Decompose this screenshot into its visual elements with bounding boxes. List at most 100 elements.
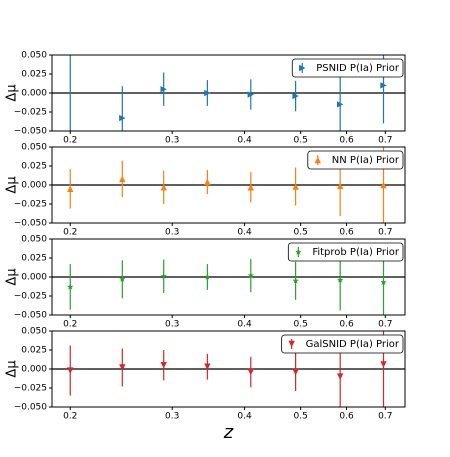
y-tick-label: 0.050 bbox=[21, 143, 47, 153]
x-tick-label: 0.2 bbox=[63, 228, 77, 238]
legend-box bbox=[287, 242, 404, 262]
marker bbox=[336, 182, 344, 189]
marker bbox=[380, 361, 387, 368]
marker bbox=[337, 276, 344, 283]
y-tick-label: 0.000 bbox=[21, 273, 47, 283]
marker bbox=[160, 273, 167, 279]
y-tick-label: −0.050 bbox=[14, 403, 48, 413]
x-tick-label: 0.6 bbox=[339, 412, 354, 422]
axes-frame bbox=[51, 54, 406, 132]
x-tick-label: 0.2 bbox=[63, 320, 77, 330]
y-tick-label: 0.050 bbox=[21, 51, 47, 61]
marker bbox=[119, 175, 126, 183]
legend: Fitprob P(Ia) Prior bbox=[287, 242, 404, 262]
plot-area bbox=[52, 147, 405, 223]
legend: PSNID P(Ia) Prior bbox=[291, 58, 404, 78]
legend-label: Fitprob P(Ia) Prior bbox=[312, 247, 400, 258]
marker bbox=[204, 89, 211, 97]
legend-marker bbox=[299, 64, 306, 72]
marker bbox=[67, 367, 74, 374]
legend-label: NN P(Ia) Prior bbox=[332, 155, 400, 166]
y-tick-label: −0.025 bbox=[14, 108, 47, 118]
y-tick-label: 0.000 bbox=[21, 365, 47, 375]
marker bbox=[67, 185, 74, 192]
y-tick-label: 0.050 bbox=[21, 235, 47, 245]
y-tick-label: −0.050 bbox=[14, 219, 48, 229]
y-tick-label: 0.025 bbox=[21, 162, 47, 172]
marker bbox=[119, 276, 126, 282]
plot-area bbox=[52, 331, 405, 407]
marker bbox=[292, 92, 299, 100]
marker bbox=[247, 91, 254, 98]
marker bbox=[380, 181, 387, 189]
marker bbox=[160, 184, 167, 191]
marker bbox=[160, 86, 167, 93]
legend-box bbox=[281, 334, 404, 354]
marker bbox=[160, 362, 167, 369]
plot-area bbox=[52, 244, 405, 315]
legend-marker bbox=[295, 248, 302, 255]
x-axis-label: z bbox=[223, 422, 234, 443]
marker bbox=[119, 114, 126, 122]
legend-label: GalSNID P(Ia) Prior bbox=[306, 339, 400, 350]
x-tick-label: 0.7 bbox=[378, 136, 392, 146]
axes-frame bbox=[51, 146, 406, 224]
legend-label: PSNID P(Ia) Prior bbox=[316, 63, 400, 74]
y-tick-label: −0.025 bbox=[14, 384, 47, 394]
x-tick-label: 0.2 bbox=[63, 136, 77, 146]
y-tick-label: 0.050 bbox=[21, 327, 47, 337]
x-tick-label: 0.5 bbox=[294, 136, 308, 146]
y-tick-label: −0.050 bbox=[14, 311, 48, 321]
x-tick-label: 0.3 bbox=[165, 412, 179, 422]
x-tick-label: 0.7 bbox=[378, 412, 392, 422]
marker bbox=[380, 82, 387, 89]
legend-marker bbox=[314, 156, 321, 164]
x-tick-label: 0.3 bbox=[165, 320, 179, 330]
y-tick-label: 0.000 bbox=[21, 89, 47, 99]
marker bbox=[247, 272, 254, 279]
legend: NN P(Ia) Prior bbox=[307, 150, 404, 170]
x-tick-label: 0.3 bbox=[165, 228, 179, 238]
marker bbox=[292, 183, 299, 190]
x-tick-label: 0.6 bbox=[339, 228, 354, 238]
legend-marker bbox=[288, 340, 295, 348]
marker bbox=[247, 368, 254, 376]
y-tick-label: 0.000 bbox=[21, 181, 47, 191]
x-tick-label: 0.6 bbox=[339, 320, 354, 330]
x-tick-label: 0.4 bbox=[237, 136, 252, 146]
x-tick-label: 0.6 bbox=[339, 136, 354, 146]
marker bbox=[380, 279, 387, 285]
marker bbox=[247, 184, 254, 191]
y-tick-label: −0.050 bbox=[14, 127, 48, 137]
x-tick-label: 0.5 bbox=[294, 320, 308, 330]
x-tick-label: 0.2 bbox=[63, 412, 77, 422]
x-tick-label: 0.5 bbox=[294, 412, 308, 422]
marker bbox=[292, 277, 299, 284]
axes-frame bbox=[51, 238, 406, 316]
x-tick-label: 0.4 bbox=[237, 412, 252, 422]
y-tick-label: −0.025 bbox=[14, 292, 47, 302]
y-tick-label: −0.025 bbox=[14, 200, 47, 210]
y-axis-label: Δμ bbox=[5, 84, 20, 101]
y-axis-label: Δμ bbox=[5, 268, 20, 285]
legend-box bbox=[307, 150, 404, 170]
y-axis-label: Δμ bbox=[5, 176, 20, 193]
marker bbox=[336, 373, 344, 380]
marker bbox=[336, 101, 344, 108]
marker bbox=[204, 273, 211, 280]
legend: GalSNID P(Ia) Prior bbox=[281, 334, 404, 354]
marker bbox=[204, 363, 211, 370]
marker bbox=[204, 178, 211, 186]
x-tick-label: 0.7 bbox=[378, 228, 392, 238]
x-tick-label: 0.4 bbox=[237, 320, 252, 330]
axes-frame bbox=[51, 330, 406, 408]
y-tick-label: 0.025 bbox=[21, 254, 47, 264]
marker bbox=[67, 283, 74, 290]
marker bbox=[292, 368, 299, 376]
x-tick-label: 0.4 bbox=[237, 228, 252, 238]
y-tick-label: 0.025 bbox=[21, 70, 47, 80]
marker bbox=[119, 364, 126, 371]
y-axis-label: Δμ bbox=[5, 360, 20, 377]
x-tick-label: 0.7 bbox=[378, 320, 392, 330]
